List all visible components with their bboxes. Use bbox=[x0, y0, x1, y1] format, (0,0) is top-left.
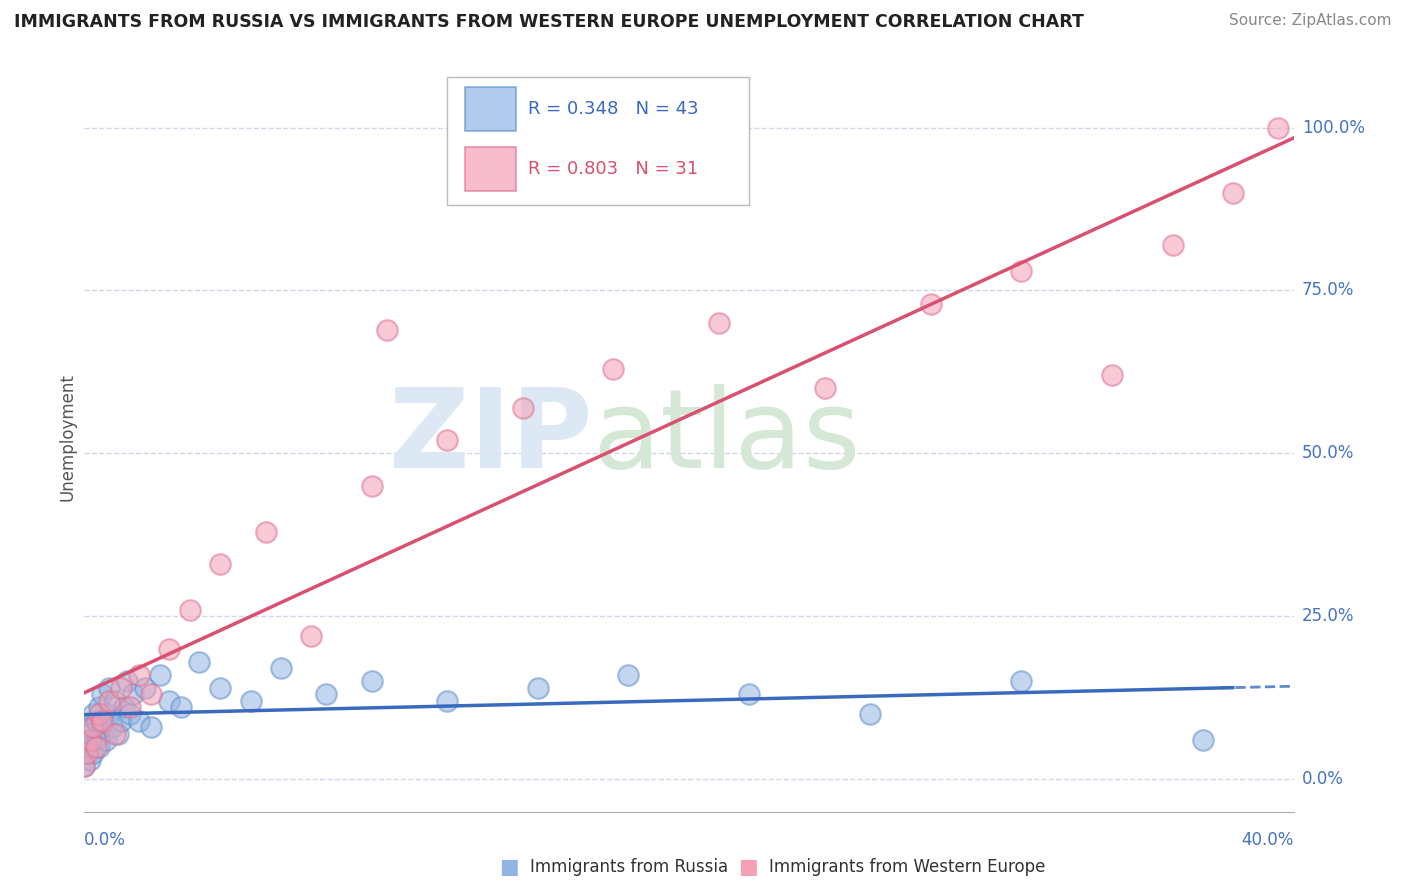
Point bbox=[73, 759, 96, 773]
Point bbox=[110, 714, 132, 728]
Text: ■: ■ bbox=[738, 857, 758, 877]
Point bbox=[128, 714, 150, 728]
Point bbox=[104, 694, 127, 708]
Point bbox=[100, 720, 122, 734]
Text: Immigrants from Russia: Immigrants from Russia bbox=[530, 858, 728, 876]
Point bbox=[118, 706, 141, 721]
Point bbox=[157, 694, 180, 708]
Text: Source: ZipAtlas.com: Source: ZipAtlas.com bbox=[1229, 13, 1392, 29]
Y-axis label: Unemployment: Unemployment bbox=[58, 373, 76, 501]
Point bbox=[436, 694, 458, 708]
Point bbox=[86, 714, 108, 728]
Point bbox=[436, 434, 458, 448]
Point bbox=[79, 726, 101, 740]
Point bbox=[602, 361, 624, 376]
Point bbox=[738, 688, 761, 702]
Point bbox=[814, 381, 837, 395]
Point bbox=[299, 629, 322, 643]
Point bbox=[315, 688, 337, 702]
Point bbox=[112, 700, 135, 714]
Point bbox=[360, 479, 382, 493]
Text: R = 0.348   N = 43: R = 0.348 N = 43 bbox=[529, 100, 699, 118]
Point bbox=[1161, 238, 1184, 252]
Point bbox=[89, 706, 111, 721]
Point bbox=[73, 759, 96, 773]
Point bbox=[188, 655, 211, 669]
Point bbox=[1101, 368, 1123, 383]
Point bbox=[121, 688, 143, 702]
FancyBboxPatch shape bbox=[465, 87, 516, 131]
Point bbox=[97, 706, 120, 721]
Point bbox=[360, 674, 382, 689]
Point bbox=[76, 739, 98, 754]
Point bbox=[97, 681, 120, 695]
Text: Immigrants from Western Europe: Immigrants from Western Europe bbox=[769, 858, 1046, 876]
Text: 50.0%: 50.0% bbox=[1302, 444, 1354, 462]
Point bbox=[239, 694, 262, 708]
Point bbox=[1222, 186, 1244, 200]
Point bbox=[1192, 733, 1215, 747]
Point bbox=[709, 316, 731, 330]
Point bbox=[97, 694, 120, 708]
Point bbox=[104, 726, 127, 740]
Point bbox=[91, 720, 114, 734]
Text: R = 0.803   N = 31: R = 0.803 N = 31 bbox=[529, 160, 699, 178]
Point bbox=[76, 720, 98, 734]
Point bbox=[89, 739, 111, 754]
Point bbox=[209, 557, 232, 571]
Point bbox=[91, 688, 114, 702]
Point bbox=[82, 706, 104, 721]
Point bbox=[86, 739, 108, 754]
Point bbox=[617, 668, 640, 682]
Point bbox=[209, 681, 232, 695]
Point bbox=[139, 720, 162, 734]
Text: 75.0%: 75.0% bbox=[1302, 282, 1354, 300]
Text: IMMIGRANTS FROM RUSSIA VS IMMIGRANTS FROM WESTERN EUROPE UNEMPLOYMENT CORRELATIO: IMMIGRANTS FROM RUSSIA VS IMMIGRANTS FRO… bbox=[14, 13, 1084, 31]
Point bbox=[859, 706, 882, 721]
Point bbox=[118, 700, 141, 714]
Text: 100.0%: 100.0% bbox=[1302, 119, 1365, 136]
Point bbox=[134, 681, 156, 695]
Point bbox=[128, 668, 150, 682]
Point bbox=[254, 524, 277, 539]
Point bbox=[107, 726, 129, 740]
Text: ■: ■ bbox=[499, 857, 519, 877]
FancyBboxPatch shape bbox=[447, 78, 749, 205]
Point bbox=[512, 401, 534, 415]
Point bbox=[179, 603, 201, 617]
Point bbox=[1011, 674, 1033, 689]
Point bbox=[82, 746, 104, 760]
Text: 0.0%: 0.0% bbox=[1302, 770, 1344, 789]
Point bbox=[76, 746, 98, 760]
Point bbox=[149, 668, 172, 682]
Point bbox=[91, 714, 114, 728]
Point bbox=[170, 700, 193, 714]
Point bbox=[1011, 264, 1033, 278]
Point bbox=[270, 661, 292, 675]
Text: 25.0%: 25.0% bbox=[1302, 607, 1354, 625]
Point bbox=[157, 641, 180, 656]
Point bbox=[94, 733, 117, 747]
Point bbox=[527, 681, 550, 695]
Text: 40.0%: 40.0% bbox=[1241, 831, 1294, 849]
Point bbox=[110, 681, 132, 695]
Point bbox=[82, 720, 104, 734]
Point bbox=[115, 674, 138, 689]
Point bbox=[79, 753, 101, 767]
Point bbox=[86, 733, 108, 747]
Point bbox=[79, 733, 101, 747]
Point bbox=[139, 688, 162, 702]
FancyBboxPatch shape bbox=[465, 147, 516, 191]
Text: atlas: atlas bbox=[592, 384, 860, 491]
Point bbox=[89, 700, 111, 714]
Text: ZIP: ZIP bbox=[389, 384, 592, 491]
Text: 0.0%: 0.0% bbox=[84, 831, 127, 849]
Point bbox=[1267, 120, 1289, 135]
Point bbox=[920, 296, 942, 310]
Point bbox=[375, 322, 398, 336]
